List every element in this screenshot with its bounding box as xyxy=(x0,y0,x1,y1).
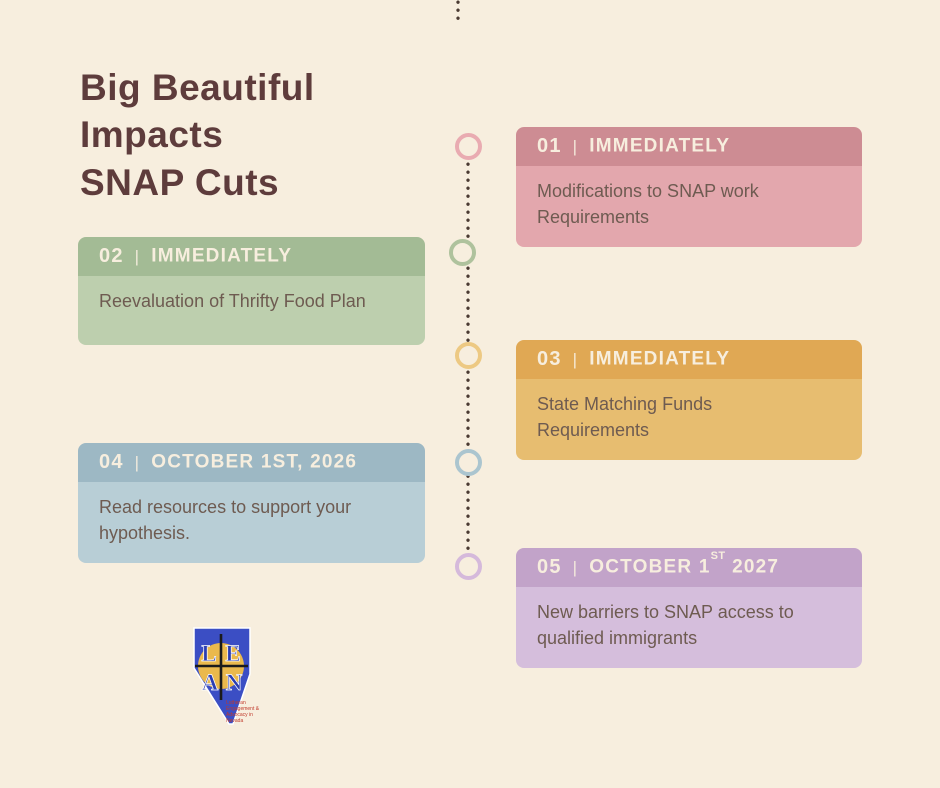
timeline-node-03 xyxy=(455,342,482,369)
timeline-card-02: 02 | IMMEDIATELY Reevaluation of Thrifty… xyxy=(78,237,425,345)
logo-letter-l: L xyxy=(201,641,216,666)
timeline-node-04 xyxy=(455,449,482,476)
timeline-top-segment xyxy=(456,0,460,20)
card-number: 05 xyxy=(537,556,562,578)
logo-org-text: Lutheran Engagement & Advocacy in Nevada xyxy=(226,700,260,724)
logo-letter-a: A xyxy=(202,670,219,695)
lean-nevada-logo: L E A N Lutheran Engagement & Advocacy i… xyxy=(186,624,260,734)
timeline-card-04: 04 | OCTOBER 1ST, 2026 Read resources to… xyxy=(78,443,425,564)
card-number: 03 xyxy=(537,348,562,370)
card-label: OCTOBER 1ST, 2026 xyxy=(151,451,358,473)
card-text: Modifications to SNAP work Requirements xyxy=(537,181,759,227)
card-text: Reevaluation of Thrifty Food Plan xyxy=(99,291,366,311)
logo-letter-n: N xyxy=(226,670,243,695)
card-label: IMMEDIATELY xyxy=(151,245,293,267)
card-text: Read resources to support your hypothesi… xyxy=(99,497,352,543)
card-header: 02 | IMMEDIATELY xyxy=(78,237,425,276)
card-body: Read resources to support your hypothesi… xyxy=(78,482,425,564)
timeline-node-01 xyxy=(455,133,482,160)
timeline-card-01: 01 | IMMEDIATELY Modifications to SNAP w… xyxy=(516,127,862,248)
card-separator: | xyxy=(134,246,141,266)
card-text: State Matching Funds Requirements xyxy=(537,394,713,440)
card-header: 01 | IMMEDIATELY xyxy=(516,127,862,166)
card-header: 03 | IMMEDIATELY xyxy=(516,340,862,379)
page-title-line: Impacts xyxy=(80,114,224,156)
card-label: IMMEDIATELY xyxy=(589,135,731,157)
page-title-line: Big Beautiful xyxy=(80,67,315,108)
timeline-card-03: 03 | IMMEDIATELY State Matching Funds Re… xyxy=(516,340,862,461)
card-body: State Matching Funds Requirements xyxy=(516,379,862,461)
page-title-line: SNAP Cuts xyxy=(80,161,280,203)
card-label: IMMEDIATELY xyxy=(589,348,731,370)
logo-letter-e: E xyxy=(225,641,240,666)
timeline-node-02 xyxy=(449,239,476,266)
card-body: New barriers to SNAP access to qualified… xyxy=(516,587,862,669)
svg-text:Engagement &: Engagement & xyxy=(226,706,260,712)
card-separator: | xyxy=(572,136,579,156)
page-title: Big Beautiful Impacts SNAP Cuts xyxy=(80,64,315,206)
card-body: Reevaluation of Thrifty Food Plan xyxy=(78,276,425,345)
svg-text:Lutheran: Lutheran xyxy=(226,700,246,706)
nevada-logo-svg: L E A N Lutheran Engagement & Advocacy i… xyxy=(193,627,260,725)
card-separator: | xyxy=(134,452,141,472)
svg-text:Advocacy in: Advocacy in xyxy=(226,712,253,718)
card-text: New barriers to SNAP access to qualified… xyxy=(537,602,794,648)
timeline-node-05 xyxy=(455,553,482,580)
card-number: 01 xyxy=(537,135,562,157)
card-label-sup: ST xyxy=(710,550,726,563)
card-number: 04 xyxy=(99,451,124,473)
timeline-card-05: 05 | OCTOBER 1ST 2027 New barriers to SN… xyxy=(516,548,862,669)
card-body: Modifications to SNAP work Requirements xyxy=(516,166,862,248)
cross-icon xyxy=(195,634,248,700)
svg-text:Nevada: Nevada xyxy=(226,718,243,724)
card-separator: | xyxy=(572,349,579,369)
card-header: 05 | OCTOBER 1ST 2027 xyxy=(516,548,862,587)
card-header: 04 | OCTOBER 1ST, 2026 xyxy=(78,443,425,482)
card-label: OCTOBER 1ST 2027 xyxy=(589,550,780,578)
card-number: 02 xyxy=(99,245,124,267)
card-separator: | xyxy=(572,557,579,577)
